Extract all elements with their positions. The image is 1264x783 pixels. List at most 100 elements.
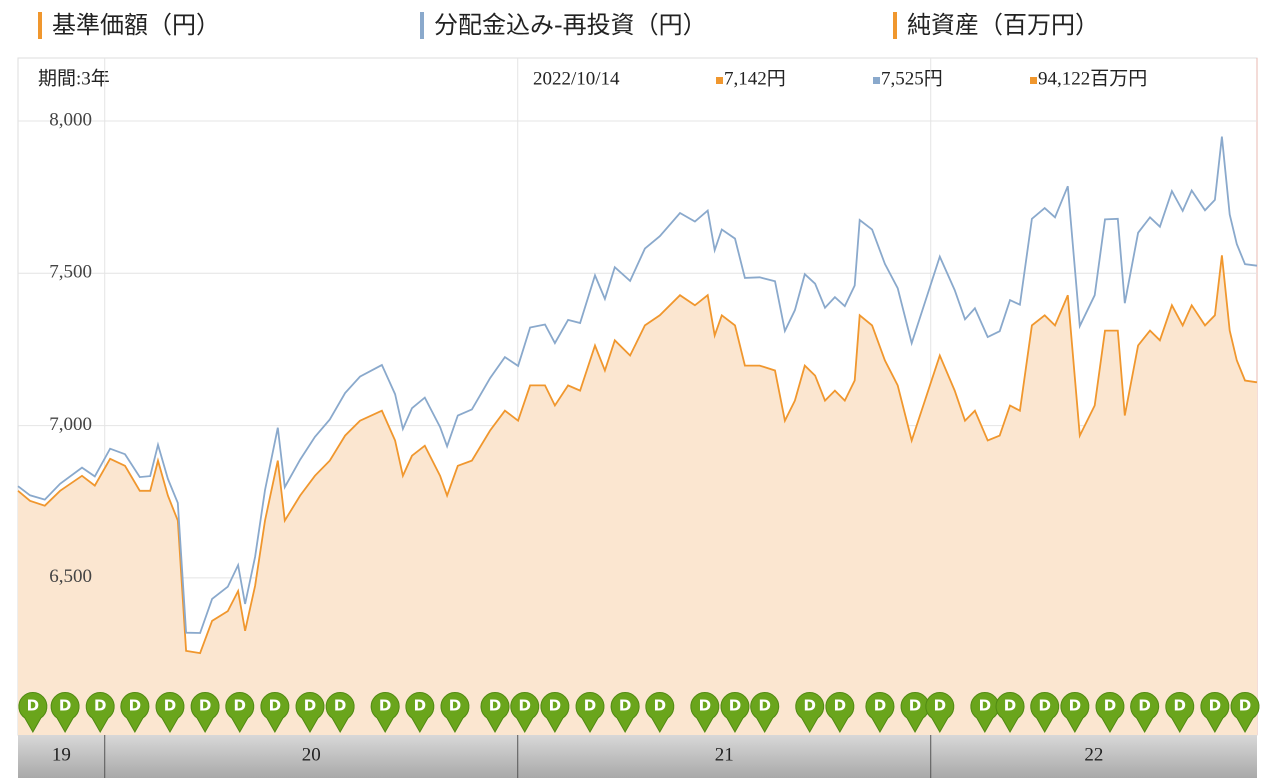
year-label: 19: [52, 744, 71, 765]
pin-shape: [925, 692, 955, 734]
year-label: 22: [1084, 744, 1103, 765]
pin-shape: [120, 692, 150, 734]
period-label: 期間:3年: [38, 67, 110, 89]
readout-swatch: [1030, 77, 1037, 84]
distribution-pin: D: [1200, 692, 1230, 734]
pin-shape: [610, 692, 640, 734]
y-tick-label: 7,000: [49, 414, 92, 435]
readout-value: 7,525円: [881, 68, 943, 89]
y-tick-label: 6,500: [49, 566, 92, 587]
pin-label: D: [979, 697, 991, 715]
pin-label: D: [874, 697, 886, 715]
pin-shape: [1095, 692, 1125, 734]
pin-label: D: [834, 697, 846, 715]
distribution-pin: D: [1165, 692, 1195, 734]
pin-label: D: [699, 697, 711, 715]
pin-shape: [225, 692, 255, 734]
pin-shape: [155, 692, 185, 734]
pin-shape: [1165, 692, 1195, 734]
distribution-pin: D: [480, 692, 510, 734]
year-band: [18, 735, 1257, 778]
pin-shape: [1200, 692, 1230, 734]
distribution-pin: D: [1130, 692, 1160, 734]
y-tick-label: 7,500: [49, 262, 92, 283]
readout-date: 2022/10/14: [533, 68, 620, 89]
distribution-pin: D: [645, 692, 675, 734]
distribution-pin: D: [1060, 692, 1090, 734]
distribution-pin: D: [18, 692, 48, 734]
pin-label: D: [803, 697, 815, 715]
readout-value: 7,142円: [724, 68, 786, 89]
legend-swatch: [38, 12, 42, 39]
legend-label: 基準価額（円）: [52, 11, 220, 39]
pin-label: D: [269, 697, 281, 715]
distribution-pin: D: [575, 692, 605, 734]
legend-label: 分配金込み-再投資（円）: [434, 11, 707, 39]
distribution-pin: D: [405, 692, 435, 734]
pin-label: D: [1239, 697, 1251, 715]
distribution-pin: D: [155, 692, 185, 734]
distribution-pin: D: [610, 692, 640, 734]
distribution-pin: D: [120, 692, 150, 734]
distribution-pin: D: [720, 692, 750, 734]
distribution-pin: D: [865, 692, 895, 734]
pin-shape: [865, 692, 895, 734]
pin-shape: [295, 692, 325, 734]
pin-label: D: [934, 697, 946, 715]
distribution-pin: D: [325, 692, 355, 734]
legend-swatch: [420, 12, 424, 39]
pin-label: D: [414, 697, 426, 715]
pin-shape: [575, 692, 605, 734]
pin-label: D: [1069, 697, 1081, 715]
pin-shape: [440, 692, 470, 734]
pin-shape: [480, 692, 510, 734]
distribution-pin: D: [995, 692, 1025, 734]
pin-label: D: [1104, 697, 1116, 715]
pin-shape: [510, 692, 540, 734]
pin-shape: [690, 692, 720, 734]
pin-shape: [750, 692, 780, 734]
legend-label: 純資産（百万円）: [907, 11, 1099, 39]
pin-label: D: [519, 697, 531, 715]
pin-shape: [260, 692, 290, 734]
pin-shape: [995, 692, 1025, 734]
pin-shape: [405, 692, 435, 734]
distribution-pin: D: [1230, 692, 1260, 734]
year-label: 21: [715, 744, 734, 765]
pin-label: D: [164, 697, 176, 715]
distribution-pin: D: [225, 692, 255, 734]
pin-shape: [18, 692, 48, 734]
pin-label: D: [1209, 697, 1221, 715]
pin-label: D: [1038, 697, 1050, 715]
readout-swatch: [873, 77, 880, 84]
pin-label: D: [334, 697, 346, 715]
distribution-pin: D: [295, 692, 325, 734]
year-label: 20: [302, 744, 321, 765]
y-tick-label: 8,000: [49, 109, 92, 130]
distribution-pin: D: [1095, 692, 1125, 734]
pin-label: D: [729, 697, 741, 715]
pin-label: D: [304, 697, 316, 715]
pin-shape: [190, 692, 220, 734]
pin-label: D: [379, 697, 391, 715]
pin-label: D: [59, 697, 71, 715]
legend-swatch: [893, 12, 897, 39]
readout-swatch: [716, 77, 723, 84]
pin-label: D: [449, 697, 461, 715]
pin-label: D: [199, 697, 211, 715]
pin-label: D: [129, 697, 141, 715]
pin-shape: [795, 692, 825, 734]
pin-shape: [1060, 692, 1090, 734]
pin-label: D: [27, 697, 39, 715]
pin-label: D: [1174, 697, 1186, 715]
pin-label: D: [549, 697, 561, 715]
pin-shape: [825, 692, 855, 734]
readout-value: 94,122百万円: [1038, 68, 1147, 89]
pin-shape: [540, 692, 570, 734]
pin-shape: [1030, 692, 1060, 734]
distribution-pin: D: [50, 692, 80, 734]
pin-label: D: [234, 697, 246, 715]
pin-label: D: [489, 697, 501, 715]
distribution-pin: D: [925, 692, 955, 734]
